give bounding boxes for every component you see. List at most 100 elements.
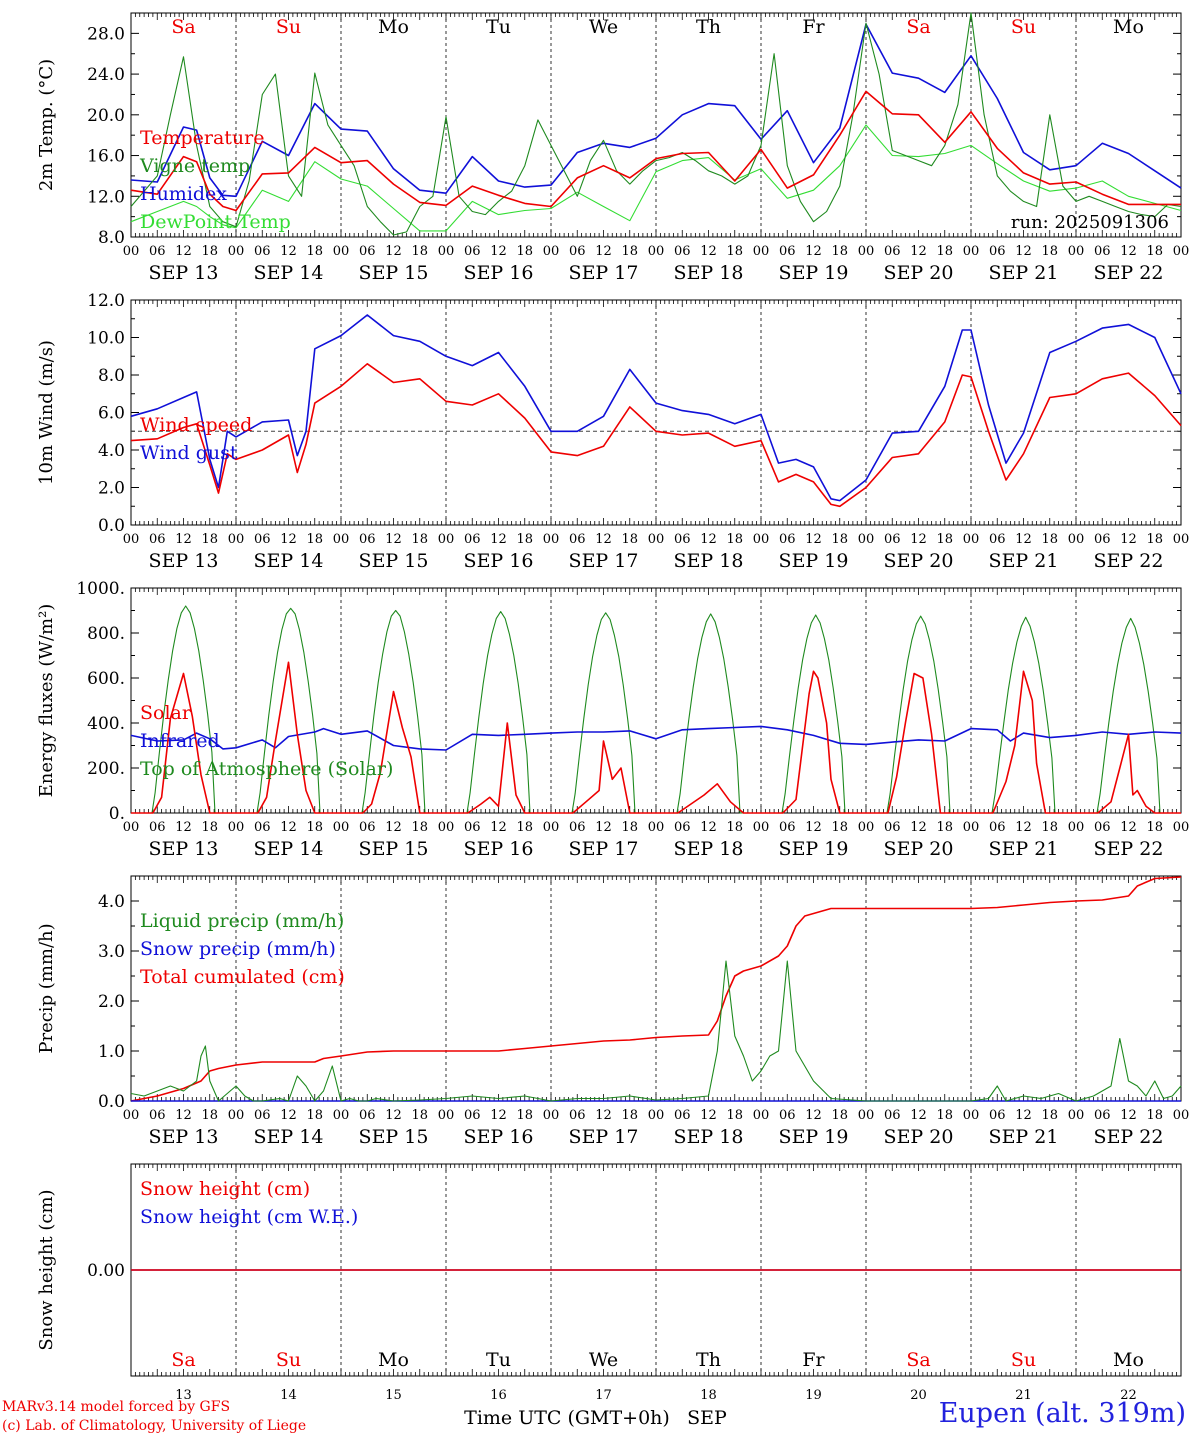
x-tick-label: 06 <box>254 820 271 835</box>
weekday-label-bottom: Su <box>1011 1349 1036 1371</box>
y-tick-label: 24.0 <box>87 65 125 85</box>
y-tick-label: 16.0 <box>87 147 125 167</box>
x-tick-label: 06 <box>464 244 481 259</box>
x-tick-label: 18 <box>306 532 323 547</box>
x-tick-label: 12 <box>595 1108 612 1123</box>
weekday-label-top: Th <box>696 16 721 38</box>
weekday-label-bottom: Sa <box>171 1349 195 1371</box>
x-tick-label: 12 <box>910 532 927 547</box>
day-header: SEP 19 <box>779 838 849 860</box>
x-tick-label: 06 <box>569 532 586 547</box>
y-tick-label: 12.0 <box>87 187 125 207</box>
x-tick-label: 06 <box>884 244 901 259</box>
x-tick-label: 06 <box>359 532 376 547</box>
day-header: SEP 19 <box>779 1126 849 1148</box>
x-tick-label: 12 <box>175 1108 192 1123</box>
y-tick-label: 1.0 <box>98 1042 125 1062</box>
x-tick-label: 00 <box>333 1108 350 1123</box>
x-axis-label: Time UTC (GMT+0h) <box>464 1407 670 1429</box>
x-tick-label: 00 <box>228 1108 245 1123</box>
day-header: SEP 18 <box>674 550 744 572</box>
x-tick-label: 12 <box>385 244 402 259</box>
x-tick-label: 00 <box>228 820 245 835</box>
legend-entry: Top of Atmosphere (Solar) <box>140 758 393 780</box>
series-line-wind-gust <box>130 314 1182 502</box>
weekday-label-top: Sa <box>171 16 195 38</box>
x-tick-label: 12 <box>280 820 297 835</box>
panel-frame <box>130 299 1182 526</box>
series-line-solar <box>131 661 1181 814</box>
x-tick-label: 18 <box>201 244 218 259</box>
x-tick-label: 06 <box>989 532 1006 547</box>
x-tick-label: 06 <box>1094 244 1111 259</box>
x-tick-label: 18 <box>516 532 533 547</box>
x-tick-label: 12 <box>385 532 402 547</box>
day-header: SEP 22 <box>1094 1126 1164 1148</box>
weekday-label-top: Su <box>1011 16 1036 38</box>
y-tick-label: 8.0 <box>98 228 125 248</box>
day-header: SEP 15 <box>359 1126 429 1148</box>
x-tick-label: 18 <box>306 1108 323 1123</box>
day-header: SEP 14 <box>254 262 324 284</box>
x-tick-label: 18 <box>411 820 428 835</box>
y-axis-label: Energy fluxes (W/m²) <box>36 604 57 798</box>
x-tick-label: 18 <box>411 244 428 259</box>
x-tick-label: 18 <box>516 820 533 835</box>
x-tick-label: 00 <box>753 1108 770 1123</box>
y-tick-label: 1000. <box>76 579 125 599</box>
x-tick-label: 00 <box>1173 820 1190 835</box>
y-tick-label: 0. <box>109 804 125 824</box>
day-header: SEP 13 <box>149 550 219 572</box>
x-tick-label: 18 <box>1041 820 1058 835</box>
legend-entry: Snow height (cm W.E.) <box>140 1206 358 1228</box>
weekday-label-top: Tu <box>486 16 511 38</box>
x-tick-label: 06 <box>149 532 166 547</box>
y-tick-label: 800. <box>87 624 125 644</box>
day-header: SEP 20 <box>884 1126 954 1148</box>
day-number: 21 <box>1015 1388 1032 1403</box>
x-tick-label: 06 <box>674 820 691 835</box>
x-tick-label: 06 <box>989 820 1006 835</box>
x-tick-label: 00 <box>438 1108 455 1123</box>
x-tick-label: 12 <box>280 244 297 259</box>
day-header: SEP 14 <box>254 1126 324 1148</box>
x-tick-label: 18 <box>201 820 218 835</box>
x-tick-label: 12 <box>700 1108 717 1123</box>
y-tick-label: 4.0 <box>98 441 125 461</box>
weekday-label-bottom: Mo <box>1113 1349 1144 1371</box>
x-tick-label: 00 <box>1068 244 1085 259</box>
y-tick-label: 400. <box>87 714 125 734</box>
x-tick-label: 18 <box>411 532 428 547</box>
x-tick-label: 12 <box>175 244 192 259</box>
series-line-vigne-temp <box>130 12 1182 236</box>
x-tick-label: 18 <box>516 1108 533 1123</box>
panel-5 <box>130 1163 1182 1377</box>
day-header: SEP 17 <box>569 262 639 284</box>
x-tick-label: 18 <box>306 244 323 259</box>
x-tick-label: 00 <box>543 244 560 259</box>
day-number: 20 <box>910 1388 927 1403</box>
x-tick-label: 18 <box>411 1108 428 1123</box>
x-tick-label: 00 <box>543 532 560 547</box>
weekday-label-top: Mo <box>1113 16 1144 38</box>
x-tick-label: 18 <box>1041 532 1058 547</box>
x-tick-label: 18 <box>831 1108 848 1123</box>
day-header: SEP 21 <box>989 1126 1059 1148</box>
day-header: SEP 19 <box>779 550 849 572</box>
x-tick-label: 00 <box>1173 1108 1190 1123</box>
x-tick-label: 12 <box>175 820 192 835</box>
x-tick-label: 06 <box>779 820 796 835</box>
x-tick-label: 06 <box>674 532 691 547</box>
legend-entry: DewPoint Temp <box>140 211 291 233</box>
x-tick-label: 06 <box>884 532 901 547</box>
panel-frame <box>130 12 1182 238</box>
weekday-label-bottom: Su <box>276 1349 301 1371</box>
weekday-label-top: We <box>589 16 618 38</box>
x-tick-label: 00 <box>1068 1108 1085 1123</box>
x-tick-label: 18 <box>726 532 743 547</box>
x-tick-label: 00 <box>543 820 560 835</box>
x-tick-label: 12 <box>490 1108 507 1123</box>
weekday-label-bottom: Tu <box>486 1349 511 1371</box>
station-name: Eupen (alt. 319m) <box>938 1398 1186 1429</box>
x-tick-label: 12 <box>1015 820 1032 835</box>
